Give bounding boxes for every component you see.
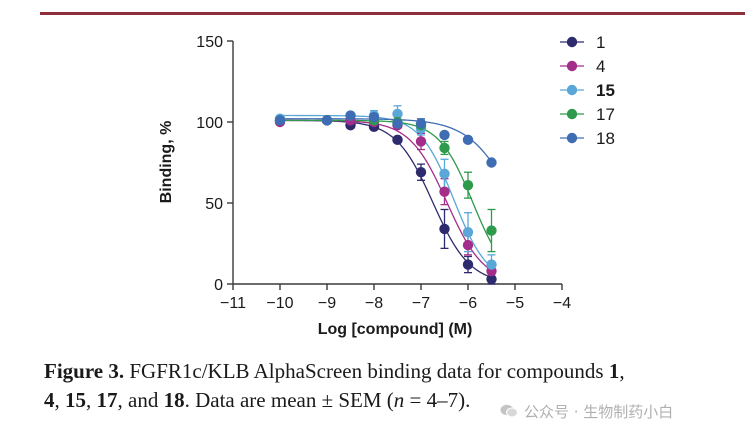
x-tick-label: −4 (553, 295, 571, 312)
watermark: 公众号 · 生物制药小白 (500, 398, 673, 424)
data-point-1 (486, 273, 497, 285)
x-axis-label: Log [compound] (M) (318, 321, 473, 338)
data-point-18 (486, 157, 497, 168)
data-point-17 (439, 142, 450, 154)
legend-marker-17 (566, 108, 578, 120)
x-tick-label: −5 (506, 295, 524, 312)
y-tick-label: 100 (196, 115, 223, 132)
data-point-18 (415, 118, 427, 129)
legend-marker-4 (566, 60, 578, 72)
caption-separator: , (54, 388, 65, 412)
watermark-text: 公众号 · 生物制药小白 (524, 402, 674, 421)
data-point-15 (486, 259, 497, 270)
x-tick-label: −7 (412, 295, 430, 312)
figure-caption: Figure 3. FGFR1c/KLB AlphaScreen binding… (44, 357, 744, 415)
caption-compound-4: 4 (44, 388, 55, 412)
legend-label-4: 4 (596, 57, 605, 76)
caption-compound-1: 1 (608, 359, 620, 383)
data-point-17 (486, 225, 497, 236)
x-tick-label: −10 (266, 295, 293, 312)
fit-curves (279, 114, 493, 278)
x-tick-label: −8 (365, 295, 383, 312)
legend-marker-18 (566, 132, 578, 144)
data-point-15 (462, 226, 474, 238)
x-tick-label: −9 (318, 295, 336, 312)
data-point-18 (462, 134, 474, 146)
data-point-4 (439, 186, 450, 197)
x-tick-label: −6 (459, 295, 477, 312)
legend-marker-15 (566, 84, 578, 96)
legend-label-1: 1 (596, 33, 605, 52)
legend-label-15: 15 (596, 81, 615, 100)
y-tick-label: 0 (214, 277, 223, 294)
data-point-18 (321, 115, 333, 126)
data-point-1 (392, 134, 403, 146)
data-point-1 (439, 223, 450, 235)
caption-n-symbol: n (393, 388, 405, 412)
caption-compound-15: 15 (65, 388, 86, 412)
fit-curve-1 (279, 119, 492, 278)
data-point-18 (274, 115, 286, 126)
top-rule (40, 12, 745, 15)
data-point-18 (439, 129, 450, 141)
caption-figure-number: Figure 3. (44, 359, 125, 383)
legend-label-18: 18 (596, 129, 615, 148)
data-point-17 (462, 179, 474, 191)
legend-label-17: 17 (596, 105, 615, 124)
fit-curve-18 (280, 118, 493, 163)
x-tick-label: −11 (220, 295, 246, 312)
data-point-4 (462, 239, 474, 251)
fit-curve-17 (280, 119, 493, 244)
caption-text: FGFR1c/KLB AlphaScreen binding data for … (124, 359, 609, 383)
data-point-18 (345, 110, 356, 121)
axes: 0 50 100 150 −11 −10 −9 −8 −7 −6 −5 −4 (196, 34, 571, 312)
caption-compound-18: 18 (163, 388, 185, 412)
caption-compound-17: 17 (96, 388, 118, 412)
data-point-18 (368, 111, 380, 123)
data-point-18 (392, 118, 403, 129)
y-tick-label: 50 (205, 196, 223, 213)
y-axis-label: Binding, % (158, 121, 175, 204)
wechat-icon (500, 404, 518, 418)
caption-text: = 4–7). (404, 388, 471, 412)
caption-text: . Data are mean ± SEM ( (184, 388, 394, 412)
data-point-1 (462, 259, 474, 270)
caption-separator: , (86, 388, 97, 412)
data-points (274, 108, 497, 285)
data-point-15 (392, 108, 403, 120)
data-point-1 (415, 167, 427, 178)
legend-marker-1 (566, 36, 578, 48)
dose-response-chart: 0 50 100 150 −11 −10 −9 −8 −7 −6 −5 −4 1 4 15 17 18 Log… (158, 33, 615, 338)
data-point-4 (415, 136, 427, 147)
caption-separator: , and (117, 388, 164, 412)
fit-curve-15 (280, 114, 492, 268)
legend: 1 4 15 17 18 (560, 33, 615, 148)
y-tick-label: 150 (196, 34, 223, 51)
caption-separator: , (619, 359, 625, 383)
fit-curve-4 (280, 119, 492, 272)
data-point-15 (439, 168, 450, 180)
